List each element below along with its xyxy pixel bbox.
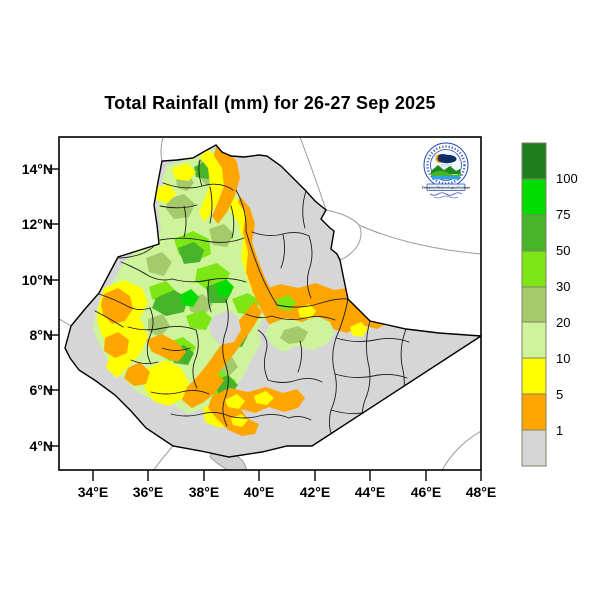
legend-labels: 100 75 50 30 20 10 5 1: [556, 171, 578, 438]
page-title: Total Rainfall (mm) for 26-27 Sep 2025: [104, 93, 436, 113]
hills-icon: [431, 170, 461, 176]
x-axis-labels: 34°E 36°E 38°E 40°E 42°E 44°E 46°E 48°E: [78, 484, 497, 500]
legend-swatch-gt100: [521, 142, 547, 180]
logo-ring-text: [426, 145, 466, 185]
neighbor-country-borders: [59, 137, 481, 470]
logo-banner-text: Ethiopian Meteorological Institute: [422, 186, 471, 190]
legend-swatch-20-30: [521, 286, 547, 323]
x-tick-label: 38°E: [189, 484, 220, 500]
x-tick-label: 36°E: [133, 484, 164, 500]
legend-label: 50: [556, 243, 570, 258]
ethiopia-outline: [64, 144, 481, 458]
legend-label: 75: [556, 207, 570, 222]
legend-colorbar: [521, 142, 547, 467]
x-tick-label: 48°E: [466, 484, 497, 500]
y-tick-label: 6°N: [30, 382, 54, 398]
logo-waves: [429, 192, 463, 199]
y-tick-label: 14°N: [22, 161, 53, 177]
water-icon: [432, 176, 460, 180]
cloud-icon-part: [438, 154, 448, 160]
y-tick-label: 10°N: [22, 272, 53, 288]
legend-label: 30: [556, 279, 570, 294]
legend-label: 20: [556, 315, 570, 330]
x-tick-label: 46°E: [411, 484, 442, 500]
y-tick-label: 12°N: [22, 216, 53, 232]
axis-ticks: [48, 168, 482, 481]
legend-swatch-1-5: [521, 393, 547, 431]
y-axis-labels: 14°N 12°N 10°N 8°N 6°N 4°N: [22, 161, 53, 454]
x-tick-label: 34°E: [78, 484, 109, 500]
rain-icon: [441, 164, 452, 167]
rain-20-30-bale: [280, 326, 308, 344]
legend-swatch-75-100: [521, 178, 547, 216]
legend-label: 100: [556, 171, 578, 186]
y-tick-label: 8°N: [30, 327, 54, 343]
x-tick-label: 42°E: [300, 484, 331, 500]
logo-banner: [426, 183, 466, 191]
meteorology-institute-logo: Ethiopian Meteorological Institute: [422, 142, 471, 199]
legend-swatch-lt1: [521, 429, 547, 467]
legend-swatch-5-10: [521, 357, 547, 395]
y-tick-label: 4°N: [30, 438, 54, 454]
legend-label: 5: [556, 387, 563, 402]
x-tick-label: 44°E: [355, 484, 386, 500]
legend-swatch-10-20: [521, 321, 547, 359]
legend-label: 10: [556, 351, 570, 366]
x-tick-label: 40°E: [244, 484, 275, 500]
legend-swatch-30-50: [521, 250, 547, 288]
legend-swatch-50-75: [521, 214, 547, 252]
plot-border: [58, 136, 482, 471]
legend-label: 1: [556, 423, 563, 438]
rain-lt1-rift-pocket: [209, 310, 241, 345]
